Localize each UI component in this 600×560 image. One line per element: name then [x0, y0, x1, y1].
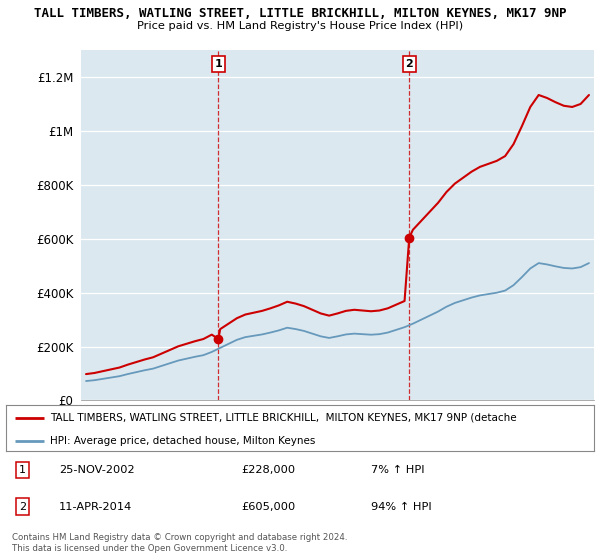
Text: Contains HM Land Registry data © Crown copyright and database right 2024.
This d: Contains HM Land Registry data © Crown c… [12, 533, 347, 553]
Text: 94% ↑ HPI: 94% ↑ HPI [371, 502, 431, 511]
Text: 1: 1 [19, 465, 26, 475]
Text: HPI: Average price, detached house, Milton Keynes: HPI: Average price, detached house, Milt… [50, 436, 316, 446]
Text: Price paid vs. HM Land Registry's House Price Index (HPI): Price paid vs. HM Land Registry's House … [137, 21, 463, 31]
Text: 1: 1 [215, 59, 223, 69]
Text: 25-NOV-2002: 25-NOV-2002 [59, 465, 134, 475]
Text: 7% ↑ HPI: 7% ↑ HPI [371, 465, 424, 475]
Text: TALL TIMBERS, WATLING STREET, LITTLE BRICKHILL,  MILTON KEYNES, MK17 9NP (detach: TALL TIMBERS, WATLING STREET, LITTLE BRI… [50, 413, 517, 423]
Text: TALL TIMBERS, WATLING STREET, LITTLE BRICKHILL, MILTON KEYNES, MK17 9NP: TALL TIMBERS, WATLING STREET, LITTLE BRI… [34, 7, 566, 20]
Text: 2: 2 [406, 59, 413, 69]
Text: £228,000: £228,000 [241, 465, 295, 475]
Text: 2: 2 [19, 502, 26, 511]
Text: £605,000: £605,000 [241, 502, 295, 511]
Text: 11-APR-2014: 11-APR-2014 [59, 502, 132, 511]
